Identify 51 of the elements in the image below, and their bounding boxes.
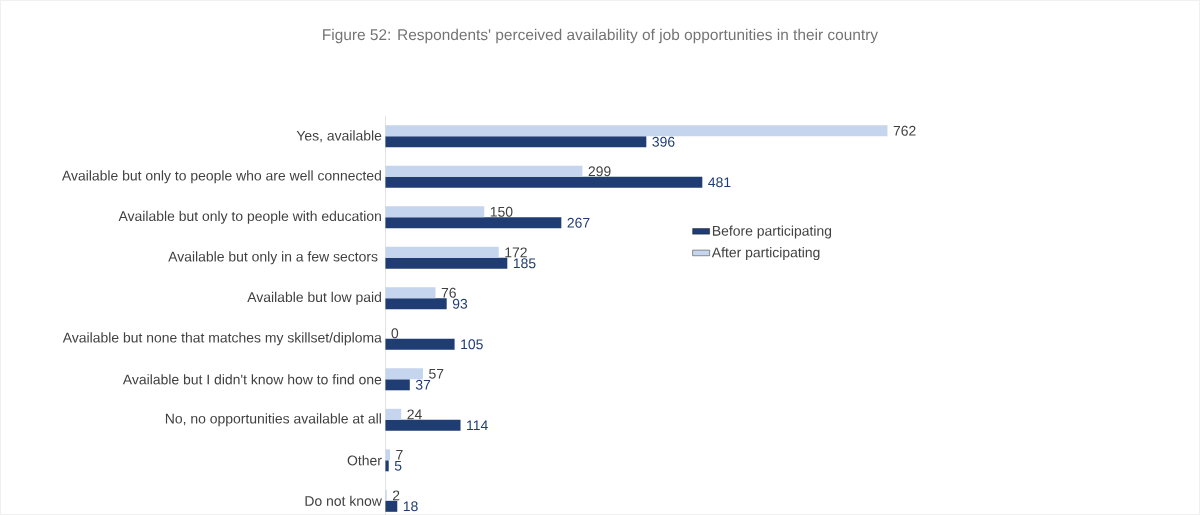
data-label: 24 <box>407 409 422 420</box>
bar <box>385 136 647 148</box>
data-label: 114 <box>467 420 488 431</box>
y-tick-label: Available but only to people who are well connected <box>61 170 381 184</box>
bar <box>385 257 508 269</box>
data-label: 0 <box>391 328 399 339</box>
y-tick-label: Other <box>347 455 382 466</box>
y-tick-label: Available but only in a few sectors <box>168 251 378 265</box>
y-tick-label: No, no opportunities available at all <box>165 413 381 427</box>
y-tick-label: Available but I didn't know how to find one <box>122 374 382 385</box>
y-tick-label: Yes, available <box>296 130 382 143</box>
data-label: 57 <box>429 368 444 379</box>
bar <box>385 298 447 310</box>
data-label: 2 <box>392 490 400 501</box>
y-tick-label: Available but none that matches my skillset/diploma <box>62 332 382 346</box>
data-label: 7 <box>396 450 403 460</box>
data-label: 93 <box>452 298 468 309</box>
bar <box>385 338 455 350</box>
data-label: 172 <box>505 247 527 258</box>
data-label: 299 <box>588 166 611 177</box>
data-label: 105 <box>461 339 483 350</box>
y-tick-label: Available but low paid <box>247 291 381 305</box>
bar <box>385 176 703 188</box>
bar <box>385 217 562 229</box>
data-label: 37 <box>415 379 431 390</box>
data-label: 762 <box>893 125 916 136</box>
y-tick-label: Do not know <box>305 495 382 506</box>
data-label: 481 <box>708 177 731 188</box>
legend-label: Before participating <box>712 225 832 239</box>
bar <box>385 500 398 512</box>
data-label: 267 <box>567 217 590 228</box>
data-label: 5 <box>394 460 402 471</box>
data-label: 185 <box>513 258 536 269</box>
bar <box>385 419 461 431</box>
data-label: 150 <box>490 206 513 217</box>
bar <box>385 379 410 391</box>
bar <box>385 287 436 299</box>
data-label: 76 <box>441 287 456 298</box>
bar <box>385 449 391 461</box>
data-label: 396 <box>652 136 675 147</box>
bar <box>385 206 485 218</box>
y-tick-label: Available but only to people with education <box>118 210 381 224</box>
bar <box>385 368 423 380</box>
bar <box>385 408 402 420</box>
bar <box>385 165 583 177</box>
data-label: 18 <box>403 501 418 512</box>
chart-title: Figure 52: Respondents' perceived availability of job opportunities in their country <box>323 28 879 44</box>
bar <box>385 460 389 472</box>
legend-label: After participating <box>711 247 820 261</box>
bar <box>385 246 499 258</box>
bar <box>385 125 888 137</box>
